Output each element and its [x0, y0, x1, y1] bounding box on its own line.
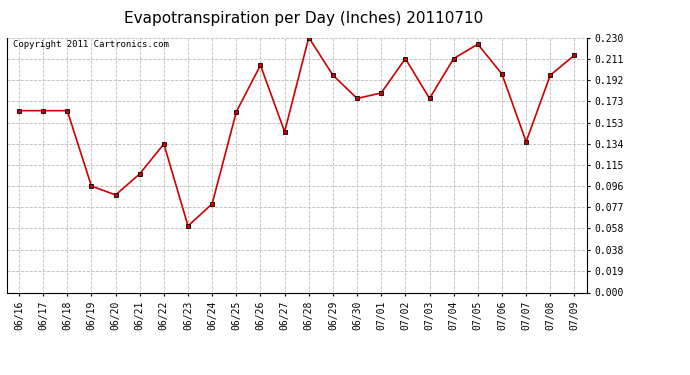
Text: Evapotranspiration per Day (Inches) 20110710: Evapotranspiration per Day (Inches) 2011…	[124, 11, 483, 26]
Text: Copyright 2011 Cartronics.com: Copyright 2011 Cartronics.com	[12, 40, 168, 49]
